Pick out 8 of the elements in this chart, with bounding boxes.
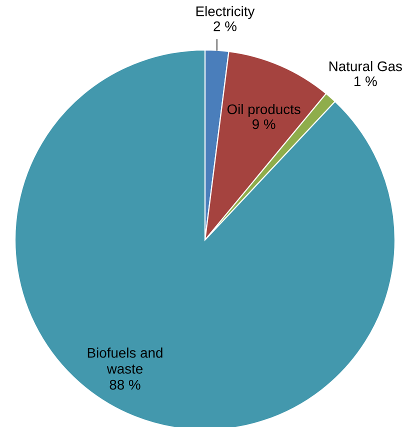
data-label: 88 %: [110, 380, 140, 390]
data-label: 2 %: [214, 21, 236, 32]
slice-label: Biofuels and waste: [88, 348, 162, 374]
data-label: 9 %: [252, 119, 276, 130]
slice-label: Oil products: [227, 104, 300, 117]
data-label: 1 %: [354, 76, 377, 86]
slice-label: Electricity: [196, 6, 255, 19]
slice-label: Natural Gas: [330, 61, 402, 72]
